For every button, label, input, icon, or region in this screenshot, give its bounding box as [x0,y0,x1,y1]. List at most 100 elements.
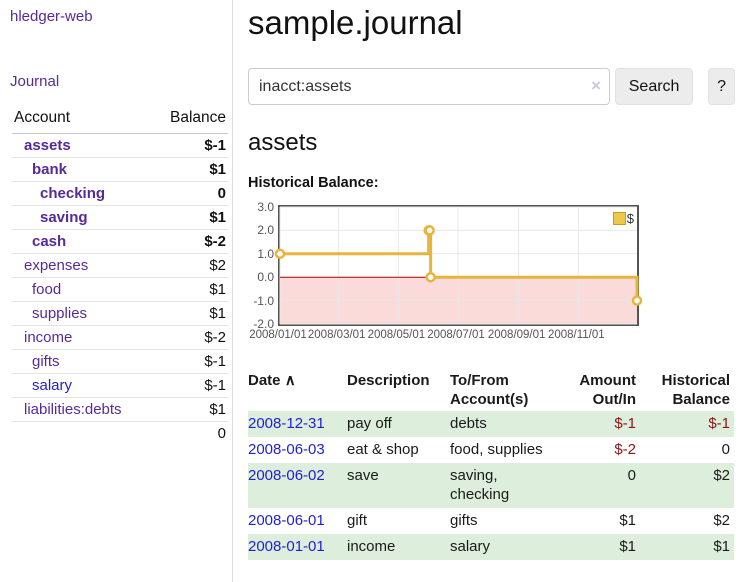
transaction-accounts: food, supplies [450,441,543,458]
search-input[interactable] [248,68,610,105]
account-link[interactable]: income [24,329,73,346]
register-table: Date ∧ Description To/From Account(s) Amo… [248,369,734,560]
account-balance: $-1 [204,353,226,370]
transaction-balance: $2 [713,467,730,484]
account-row: income $-2 [12,325,228,350]
transaction-accounts: debts [450,415,487,432]
transaction-balance: $-1 [708,415,730,432]
transaction-date-link[interactable]: 2008-06-02 [248,467,325,484]
transaction-amount: $1 [619,538,636,555]
account-balance: $1 [209,281,226,298]
y-tick-label: 1.0 [257,246,274,261]
register-header-row: Date ∧ Description To/From Account(s) Amo… [248,369,734,411]
y-tick-label: 3.0 [257,200,274,214]
chart-title: Historical Balance: [248,175,379,191]
chart-canvas [274,206,643,325]
account-balance: $2 [209,257,226,274]
balance-column-header: Balance [152,105,228,134]
account-row: expenses $2 [12,253,228,278]
account-column-header: Account [12,105,153,134]
chart-plot-area: $ [274,205,643,326]
transaction-date-link[interactable]: 2008-12-31 [248,415,325,432]
transaction-description: pay off [347,415,392,432]
amount-column-header: Amount Out/In [579,372,636,408]
account-balance: $-2 [204,329,226,346]
account-link[interactable]: checking [40,185,106,202]
y-axis-labels: 3.0 2.0 1.0 0.0 -1.0 -2.0 [248,200,274,331]
legend-label: $ [626,211,634,226]
x-tick-label: 2008/05/01 [367,329,426,341]
account-row: gifts $-1 [12,349,228,374]
transaction-amount: $-2 [614,441,636,458]
account-table-header: Account Balance [12,105,228,134]
account-balance: 0 [217,185,226,202]
account-link[interactable]: assets [24,137,71,154]
chart-legend: $ [612,211,634,226]
account-link[interactable]: bank [32,161,68,178]
y-tick-label: 0.0 [257,270,274,285]
transaction-date-link[interactable]: 2008-06-03 [248,441,325,458]
legend-swatch-icon [612,212,626,225]
account-balance: $1 [209,209,226,226]
register-row: 2008-12-31 pay off debts $-1 $-1 [248,411,734,437]
account-row: bank $1 [12,157,228,182]
register-row: 2008-06-02 save saving, checking 0 $2 [248,463,734,508]
transaction-description: income [347,538,396,555]
transaction-accounts: saving, checking [450,467,510,503]
balance-column-header: Historical Balance [661,372,730,408]
x-tick-label: 2008/09/01 [487,329,546,341]
transaction-balance: $2 [713,512,730,529]
transaction-amount: $1 [619,512,636,529]
x-tick-label: 2008/11/01 [547,329,605,341]
main-content: sample.journal × Search ? assets Histori… [248,0,735,560]
register-row: 2008-06-03 eat & shop food, supplies $-2… [248,437,734,463]
account-link[interactable]: saving [40,209,88,226]
account-row: supplies $1 [12,301,228,326]
account-row: checking 0 [12,181,228,206]
clear-search-icon[interactable]: × [591,76,601,95]
app-title-link[interactable]: hledger-web [10,8,93,25]
account-row: saving $1 [12,205,228,230]
account-link[interactable]: salary [32,377,73,394]
transaction-date-link[interactable]: 2008-06-01 [248,512,325,529]
account-link[interactable]: liabilities:debts [24,401,122,418]
account-row: liabilities:debts $1 [12,397,228,422]
search-form: × Search ? [248,68,735,105]
register-row: 2008-01-01 income salary $1 $1 [248,534,734,560]
total-row: 0 [12,421,228,446]
register-row: 2008-06-01 gift gifts $1 $2 [248,508,734,534]
y-tick-label: -2.0 [253,317,274,331]
date-column-header[interactable]: Date ∧ [248,372,296,389]
transaction-balance: $1 [713,538,730,555]
account-row: cash $-2 [12,229,228,254]
account-heading: assets [248,129,318,156]
transaction-accounts: salary [450,538,491,555]
sidebar: hledger-web Journal Account Balance asse… [0,0,233,582]
description-column-header: Description [347,372,430,389]
account-balance: $-1 [204,377,226,394]
account-balance: $-2 [204,233,226,250]
y-tick-label: -1.0 [253,293,274,308]
transaction-accounts: gifts [450,512,478,529]
account-link[interactable]: supplies [32,305,88,322]
account-link[interactable]: gifts [32,353,60,370]
x-tick-label: 2008/01/01 [249,329,307,341]
total-balance: 0 [217,425,226,443]
transaction-amount: 0 [627,467,636,484]
accounts-column-header: To/From Account(s) [450,372,529,408]
account-row: food $1 [12,277,228,302]
x-tick-label: 2008/03/01 [307,329,366,341]
transaction-date-link[interactable]: 2008-01-01 [248,538,325,555]
x-tick-label: 2008/07/01 [427,329,485,341]
transaction-description: save [347,467,379,484]
account-link[interactable]: expenses [24,257,89,274]
sidebar-item-journal[interactable]: Journal [10,73,60,90]
account-balance: $1 [209,161,226,178]
help-button[interactable]: ? [708,68,735,105]
search-button[interactable]: Search [615,68,694,105]
transaction-balance: 0 [721,441,730,458]
account-link[interactable]: cash [32,233,67,250]
transaction-description: gift [347,512,368,529]
transaction-description: eat & shop [347,441,419,458]
account-link[interactable]: food [32,281,62,298]
